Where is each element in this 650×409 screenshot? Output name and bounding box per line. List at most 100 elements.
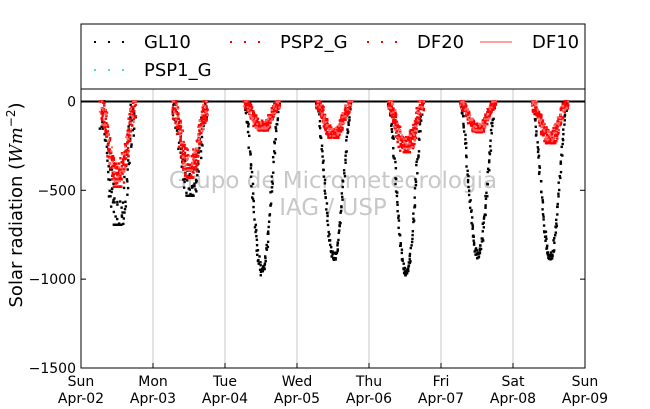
data-point: [397, 216, 400, 220]
data-point: [478, 247, 482, 250]
data-point: [116, 173, 119, 177]
data-point: [400, 248, 404, 251]
data-point: [103, 133, 106, 136]
data-point: [491, 101, 494, 104]
data-point: [126, 154, 130, 157]
data-point: [315, 104, 318, 107]
data-point: [177, 141, 181, 144]
data-point: [255, 114, 258, 117]
data-point: [108, 139, 112, 142]
data-point: [542, 134, 545, 137]
data-point: [462, 106, 465, 109]
data-point: [259, 125, 262, 129]
data-point: [407, 135, 410, 139]
data-point: [256, 117, 260, 121]
data-point: [488, 113, 492, 117]
data-point: [414, 184, 418, 187]
data-point: [336, 133, 339, 136]
data-point: [316, 103, 319, 106]
data-point: [117, 167, 120, 170]
data-point: [199, 124, 203, 127]
data-point: [249, 107, 252, 110]
data-point: [415, 160, 418, 164]
data-point: [334, 252, 337, 255]
data-point: [188, 172, 192, 176]
data-point: [554, 127, 558, 130]
data-point: [317, 109, 320, 112]
data-point: [268, 124, 271, 127]
data-point: [265, 119, 268, 122]
data-point: [419, 130, 422, 133]
data-point: [196, 150, 199, 153]
data-point: [191, 167, 194, 170]
data-point: [557, 192, 560, 195]
data-point: [263, 125, 266, 128]
data-point: [399, 149, 402, 152]
data-point: [192, 148, 195, 151]
data-point: [491, 124, 494, 128]
data-point: [105, 112, 108, 115]
data-point: [466, 169, 469, 173]
data-point: [341, 128, 344, 131]
data-point: [488, 169, 491, 172]
data-point: [183, 151, 187, 155]
data-point: [107, 149, 110, 153]
watermark-line: Grupo de Micrometeorologia: [169, 168, 497, 194]
data-point: [193, 162, 196, 165]
data-point: [534, 103, 537, 106]
data-point: [556, 213, 559, 216]
data-point: [318, 126, 322, 130]
data-point: [261, 267, 264, 270]
data-point: [349, 108, 352, 111]
data-point: [126, 168, 129, 171]
data-point: [276, 117, 280, 120]
data-point: [347, 107, 351, 111]
data-point: [123, 167, 126, 171]
data-point: [399, 244, 402, 247]
data-point: [411, 134, 415, 137]
data-point: [130, 143, 133, 146]
data-point: [106, 155, 109, 158]
data-point: [411, 233, 414, 237]
data-point: [252, 124, 255, 128]
data-point: [344, 161, 347, 164]
data-point: [249, 163, 253, 166]
data-point: [344, 150, 348, 154]
data-point: [174, 101, 178, 104]
data-point: [549, 251, 553, 254]
data-point: [247, 125, 250, 128]
data-point: [330, 128, 333, 131]
data-point: [393, 114, 396, 118]
data-point: [134, 100, 137, 103]
data-point: [390, 107, 393, 110]
data-point: [171, 112, 174, 115]
data-point: [415, 111, 418, 115]
data-point: [398, 137, 401, 140]
data-point: [386, 105, 390, 108]
data-point: [535, 130, 538, 133]
data-point: [546, 253, 550, 257]
data-point: [116, 203, 119, 206]
data-point: [200, 110, 204, 113]
data-point: [269, 113, 272, 117]
data-point: [544, 239, 547, 243]
data-point: [475, 131, 479, 134]
data-point: [132, 121, 135, 124]
data-point: [490, 132, 493, 135]
data-point: [192, 171, 195, 174]
data-point: [101, 108, 104, 111]
data-point: [197, 134, 200, 137]
data-point: [555, 132, 558, 136]
data-point: [412, 212, 415, 215]
data-point: [557, 123, 560, 126]
data-point: [396, 191, 399, 194]
data-point: [201, 106, 204, 109]
data-point: [389, 104, 392, 107]
data-point: [336, 241, 339, 244]
data-point: [549, 134, 553, 137]
data-point: [555, 140, 558, 143]
data-point: [482, 120, 486, 124]
data-point: [185, 154, 188, 157]
data-point: [551, 136, 554, 139]
data-point: [187, 163, 190, 166]
